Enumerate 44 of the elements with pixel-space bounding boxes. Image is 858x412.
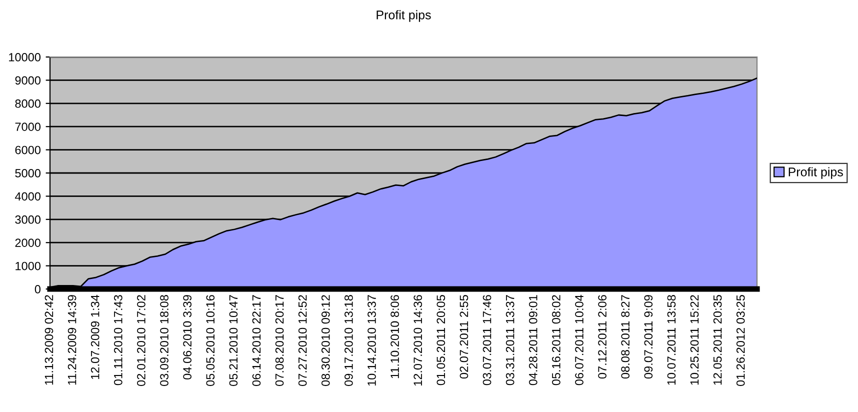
x-tick-label: 01.26.2012 03:25: [736, 295, 745, 386]
x-tick-label: 10.07.2011 13:58: [667, 295, 676, 385]
x-tick-label: 04.28.2011 09:01: [528, 295, 538, 386]
x-tick-label: 12.07.2010 14:36: [414, 295, 422, 386]
chart-title: Profit pips: [376, 10, 431, 22]
x-tick-label: 02.07.2011 2:55: [460, 295, 468, 379]
y-tick-label: 8000: [15, 99, 41, 108]
x-tick-label: 08.08.2011 8:27: [621, 295, 630, 379]
x-tick-label: 03.09.2010 18:08: [160, 295, 168, 386]
y-tick-label: 0: [34, 285, 41, 294]
x-tick-label: 12.05.2011 20:35: [713, 295, 722, 385]
x-tick-label: 02.01.2010 17:02: [137, 295, 146, 386]
x-tick-label: 11.10.2010 8:06: [390, 295, 399, 378]
x-tick-label: 11.13.2009 02:42: [44, 295, 54, 385]
x-tick-label: 11.24.2009 14:39: [68, 295, 76, 385]
x-tick-label: 12.07.2009 1:34: [90, 294, 100, 379]
x-tick-label: 05.05.2010 10:16: [206, 295, 215, 386]
x-tick-label: 05.16.2011 08:02: [552, 295, 560, 386]
x-tick-label: 09.17.2010 13:18: [344, 295, 353, 386]
y-tick-label: 1000: [16, 262, 41, 270]
x-tick-label: 03.31.2011 13:37: [506, 295, 514, 386]
y-tick-label: 4000: [14, 192, 41, 201]
x-tick-label: 04.06.2010 3:39: [183, 295, 192, 380]
x-tick-label: 01.11.2010 17:43: [114, 295, 122, 386]
y-tick-label: 5000: [15, 169, 41, 178]
y-tick-label: 3000: [15, 215, 41, 224]
x-tick-label: 07.12.2011 2:06: [598, 295, 606, 379]
x-tick-label: 05.21.2010 10:47: [229, 295, 238, 386]
x-tick-label: 01.05.2011 20:05: [436, 295, 446, 386]
y-tick-label: 7000: [15, 122, 41, 131]
x-tick-label: 08.30.2010 09:12: [321, 295, 330, 386]
x-tick-label: 03.07.2011 17:46: [482, 295, 492, 386]
x-tick-label: 09.07.2011 9:09: [644, 295, 653, 379]
x-tick-label: 10.25.2011 15:22: [690, 295, 699, 385]
x-tick-label: 06.14.2010 22:17: [252, 295, 261, 386]
x-tick-label: 10.14.2010 13:37: [368, 295, 376, 386]
y-tick-label: 10000: [9, 53, 41, 62]
y-tick-label: 9000: [15, 76, 41, 85]
y-tick-label: 6000: [15, 146, 41, 154]
x-tick-label: 07.27.2010 12:52: [298, 295, 307, 386]
x-tick-label: 07.08.2010 20:17: [275, 295, 284, 386]
y-tick-label: 2000: [15, 238, 41, 247]
legend-label: Profit pips: [788, 167, 843, 179]
x-tick-label: 06.07.2011 10:04: [575, 294, 584, 386]
